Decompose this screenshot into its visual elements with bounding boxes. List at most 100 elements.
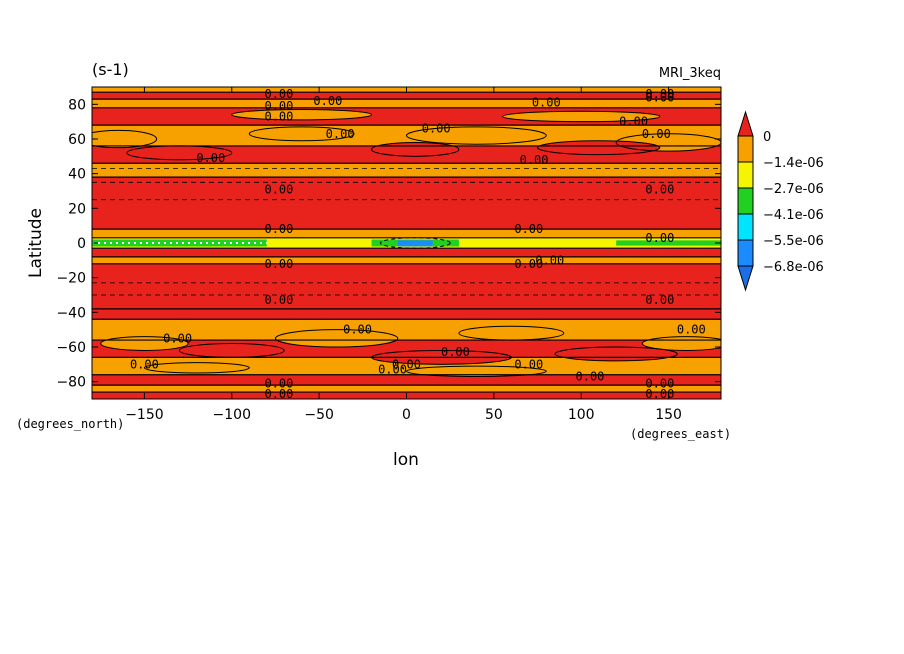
equatorial-patches: [92, 239, 721, 247]
contour-line: [406, 365, 547, 377]
contour-label: 0.00: [645, 387, 674, 401]
contour-label: 0.00: [645, 231, 674, 245]
contour-band: [92, 319, 721, 341]
contour-blob: [249, 126, 355, 141]
x-tick-label: 50: [485, 407, 503, 423]
x-tick-label: −150: [125, 407, 163, 423]
colorbar-swatch: [737, 213, 754, 241]
contour-label: 0.00: [130, 357, 159, 371]
contour-label: 0.00: [264, 257, 293, 271]
contour-blob: [144, 362, 250, 373]
contour-label: 0.00: [264, 387, 293, 401]
contour-label: 0.00: [645, 87, 674, 101]
contour-label: 0.00: [645, 293, 674, 307]
colorbar-arrow-bottom: [737, 265, 754, 292]
contour-label: 0.00: [264, 222, 293, 236]
y-tick-label: 60: [68, 132, 86, 148]
equatorial-patch: [616, 240, 721, 246]
colorbar-swatch: [737, 161, 754, 189]
contour-label: 0.00: [196, 151, 225, 165]
x-units-label: (degrees_east): [630, 427, 731, 441]
contour-label: 0.00: [422, 122, 451, 136]
contour-labels: 0.000.000.000.00 0.000.000.000.00 0.00 0.00…: [130, 87, 706, 401]
contour-label: 0.00: [645, 182, 674, 196]
contour-band: [92, 248, 721, 257]
contour-blob: [502, 111, 660, 122]
contour-blob: [126, 145, 232, 160]
contour-label: 0.00: [642, 127, 671, 141]
contour-line: [100, 336, 189, 351]
y-units-label: (degrees_north): [16, 417, 124, 431]
chart-title-right: MRI_3keq: [659, 66, 721, 81]
contour-label: 0.00: [677, 323, 706, 337]
y-axis-label: Latitude: [26, 208, 46, 278]
chart-title-left: (s-1): [92, 60, 129, 79]
x-tick-label: 150: [655, 407, 682, 423]
x-tick-label: 100: [568, 407, 595, 423]
contour-line: [274, 329, 399, 348]
contour-label: 0.00: [264, 293, 293, 307]
contour-label: 0.00: [264, 109, 293, 123]
y-tick-label: 80: [68, 97, 86, 113]
colorbar-label: −1.4e-06: [763, 156, 824, 171]
contour-band: [92, 177, 721, 230]
contour-label: 0.00: [514, 357, 543, 371]
equatorial-patch: [92, 239, 267, 247]
contour-label: 0.00: [535, 253, 564, 267]
colorbar-swatch: [737, 239, 754, 267]
contour-blob: [458, 326, 564, 341]
contour-line-dashed: [379, 237, 451, 249]
x-tick-label: −100: [213, 407, 251, 423]
contour-label: 0.00: [264, 99, 293, 113]
contour-line: [178, 343, 285, 358]
contour-label: 0.00: [326, 127, 355, 141]
colorbar-label: −6.8e-06: [763, 260, 824, 275]
contour-label: 0.00: [645, 90, 674, 104]
colorbar: 0 −1.4e-06 −2.7e-06 −4.1e-06 −5.5e-06 −6.8e-0…: [737, 110, 824, 292]
contour-blob: [231, 109, 372, 120]
y-tick-label: 40: [68, 167, 86, 183]
contour-label: 0.00: [514, 222, 543, 236]
x-axis-ticks: −150 −100 −50 0 50 100 150: [125, 87, 682, 423]
contour-band: [92, 229, 721, 238]
contour-lines: [92, 91, 721, 393]
contour-label: 0.00: [619, 115, 648, 129]
y-axis-ticks: −80 −60 −40 −20 0 20 40 60 80: [56, 97, 721, 391]
contour-band: [92, 99, 721, 108]
contour-label: 0.00: [378, 363, 407, 377]
x-axis-label: lon: [393, 450, 419, 470]
contour-band: [92, 357, 721, 375]
contour-label: 0.00: [163, 331, 192, 345]
y-tick-label: −60: [56, 340, 86, 356]
contour-blob: [406, 366, 547, 377]
contour-line: [641, 336, 721, 351]
contour-band: [92, 374, 721, 386]
contour-band: [92, 163, 721, 178]
contour-label: 0.00: [392, 357, 421, 371]
contour-label: 0.00: [264, 87, 293, 101]
contour-line: [231, 109, 373, 121]
y-tick-label: −20: [56, 271, 86, 287]
contour-line: [371, 141, 460, 157]
equatorial-patch: [397, 240, 433, 247]
y-tick-label: 20: [68, 201, 86, 217]
x-tick-label: 0: [402, 407, 411, 423]
x-tick-label: −50: [304, 407, 334, 423]
contour-label: 0.00: [264, 182, 293, 196]
contour-label: 0.00: [264, 376, 293, 390]
contour-blob: [179, 343, 285, 358]
contour-label: 0.00: [514, 257, 543, 271]
contour-label: 0.00: [645, 376, 674, 390]
y-tick-label: −80: [56, 375, 86, 391]
contour-label: 0.00: [576, 369, 605, 383]
colorbar-label: −2.7e-06: [763, 182, 824, 197]
contour-band: [92, 92, 721, 100]
colorbar-label: 0: [763, 130, 771, 145]
contour-line: [554, 346, 678, 362]
contour-line: [502, 110, 661, 123]
contour-line: [126, 145, 233, 161]
contour-line: [92, 129, 158, 149]
contour-label: 0.00: [313, 94, 342, 108]
contour-label: 0.00: [520, 153, 549, 167]
